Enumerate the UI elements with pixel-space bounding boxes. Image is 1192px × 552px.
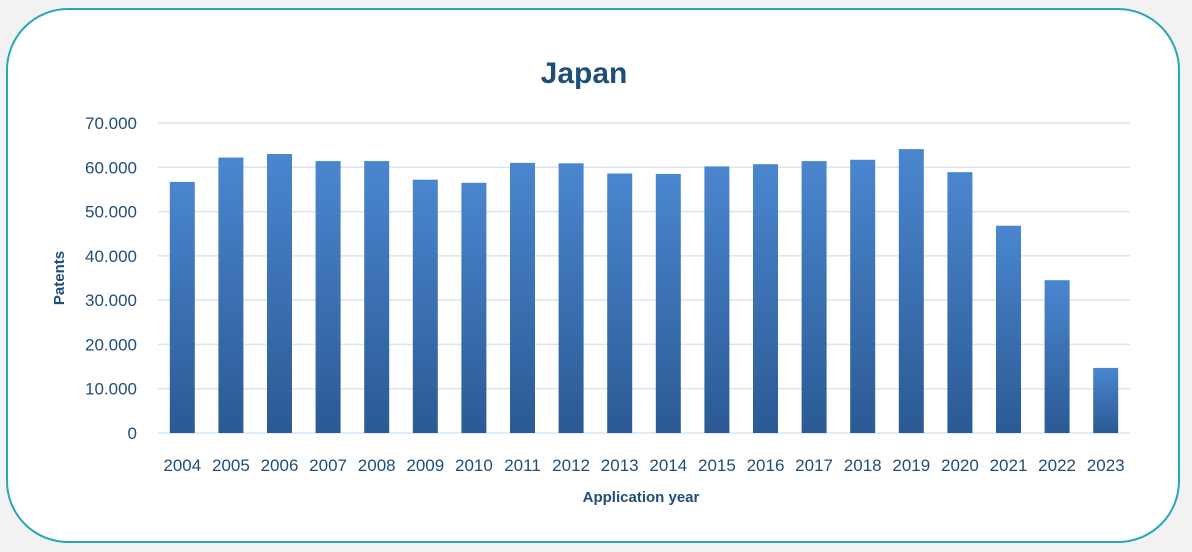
y-tick-label: 50.000 [85,203,137,222]
bar-2018 [850,159,876,433]
x-tick-label: 2008 [358,456,396,475]
y-tick-label: 60.000 [85,158,137,177]
x-tick-label: 2019 [892,456,930,475]
bar-2022 [1044,280,1070,433]
y-tick-label: 30.000 [85,291,137,310]
x-tick-label: 2015 [698,456,736,475]
y-tick-label: 0 [128,424,137,443]
x-tick-label: 2017 [795,456,833,475]
bar-2009 [412,179,438,433]
bar-2021 [996,225,1021,433]
x-tick-label: 2012 [552,456,590,475]
bar-2017 [801,161,827,433]
bar-2004 [169,181,195,433]
bar-2010 [461,182,487,433]
x-tick-label: 2007 [309,456,347,475]
x-tick-label: 2010 [455,456,493,475]
bar-2020 [947,172,973,433]
bar-2011 [510,162,535,434]
y-axis-title: Patents [51,251,68,305]
y-tick-label: 20.000 [85,335,137,354]
bar-2007 [315,161,341,433]
y-tick-label: 10.000 [85,380,137,399]
x-tick-label: 2016 [747,456,785,475]
x-tick-label: 2011 [504,456,541,475]
x-tick-label: 2022 [1038,456,1076,475]
bar-2019 [898,149,924,433]
bars [169,149,1119,434]
x-tick-label: 2021 [990,456,1028,475]
x-tick-label: 2014 [649,456,687,475]
x-tick-label: 2023 [1087,456,1125,475]
bar-2012 [558,163,584,434]
x-tick-label: 2018 [844,456,882,475]
x-axis-title: Application year [583,489,700,506]
bar-2013 [607,173,633,434]
bar-2006 [267,154,292,433]
x-tick-label: 2004 [163,456,201,475]
x-tick-label: 2020 [941,456,979,475]
bar-2023 [1093,367,1119,433]
chart-frame [6,8,1180,543]
x-tick-label: 2009 [406,456,444,475]
x-tick-label: 2006 [261,456,299,475]
bar-2005 [218,157,244,434]
bar-2016 [753,164,778,433]
x-tick-labels: 2004 2005 2006 2007 2008 2009 2010 2011 2012 2013… [163,456,1124,475]
x-tick-label: 2013 [601,456,639,475]
bar-2014 [655,173,681,433]
bar-2008 [364,161,390,433]
y-tick-label: 70.000 [85,114,137,133]
chart-title: Japan [541,57,628,90]
y-tick-label: 40.000 [85,247,137,266]
y-tick-labels: 0 10.000 20.000 30.000 40.000 50.000 60.000 70.… [85,114,137,443]
bar-2015 [704,166,730,433]
x-tick-label: 2005 [212,456,250,475]
gridlines [158,122,1130,434]
